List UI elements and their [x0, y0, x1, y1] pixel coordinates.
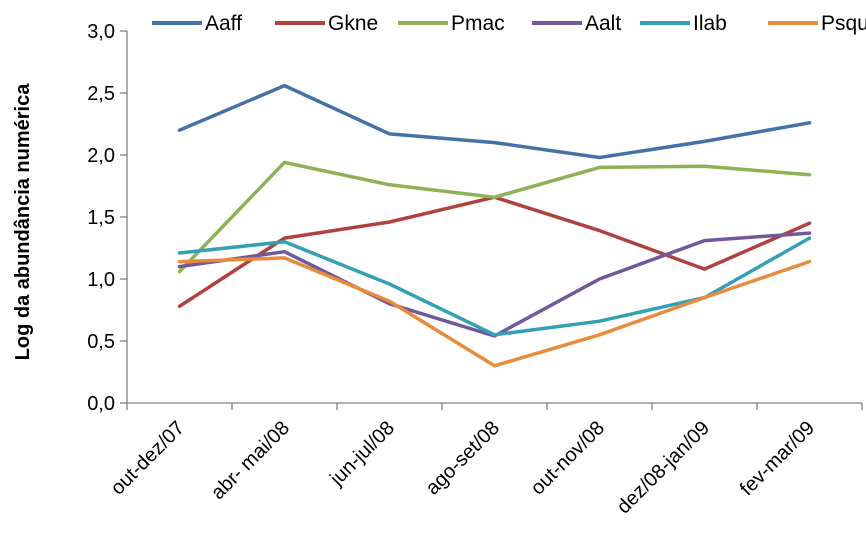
y-tick-label: 1,0: [87, 269, 115, 291]
x-tick-label: dez/08-jan/09: [613, 417, 714, 518]
series-line-psqu: [177, 256, 812, 368]
series-line-pmac: [177, 160, 812, 274]
x-tick-label: out-nov/08: [527, 417, 609, 499]
x-tick-label: abr- mai/08: [207, 417, 294, 504]
x-tick-label: jun-jul/08: [325, 417, 399, 491]
legend-label-gkne: Gkne: [328, 12, 378, 35]
y-axis-title: Log da abundância numérica: [12, 83, 34, 361]
axes: 0,0 0,5 1,0 1,5 2,0 2,5 3,0 out-dez/07 abr- mai/…: [87, 21, 863, 518]
y-tick-label: 2,0: [87, 145, 115, 167]
y-tick-label: 3,0: [87, 21, 115, 43]
legend-label-psqu: Psqu: [821, 12, 866, 35]
x-tick-label: ago-set/08: [422, 417, 504, 499]
y-tick-label: 0,5: [87, 331, 115, 353]
legend-label-aalt: Aalt: [585, 12, 621, 35]
x-tick-label: fev-mar/09: [736, 417, 819, 500]
x-tick-label: out-dez/07: [107, 417, 189, 499]
legend-label-ilab: Ilab: [693, 12, 727, 35]
series-lines: [177, 83, 812, 368]
legend-label-pmac: Pmac: [451, 12, 505, 35]
y-tick-label: 2,5: [87, 83, 115, 105]
series-line-aalt: [177, 231, 812, 338]
legend-label-aaff: Aaff: [205, 12, 242, 35]
series-line-aaff: [177, 83, 812, 160]
y-tick-label: 0,0: [87, 393, 115, 415]
y-tick-label: 1,5: [87, 207, 115, 229]
legend: Aaff Gkne Pmac Aalt Ilab Psqu: [152, 12, 866, 35]
